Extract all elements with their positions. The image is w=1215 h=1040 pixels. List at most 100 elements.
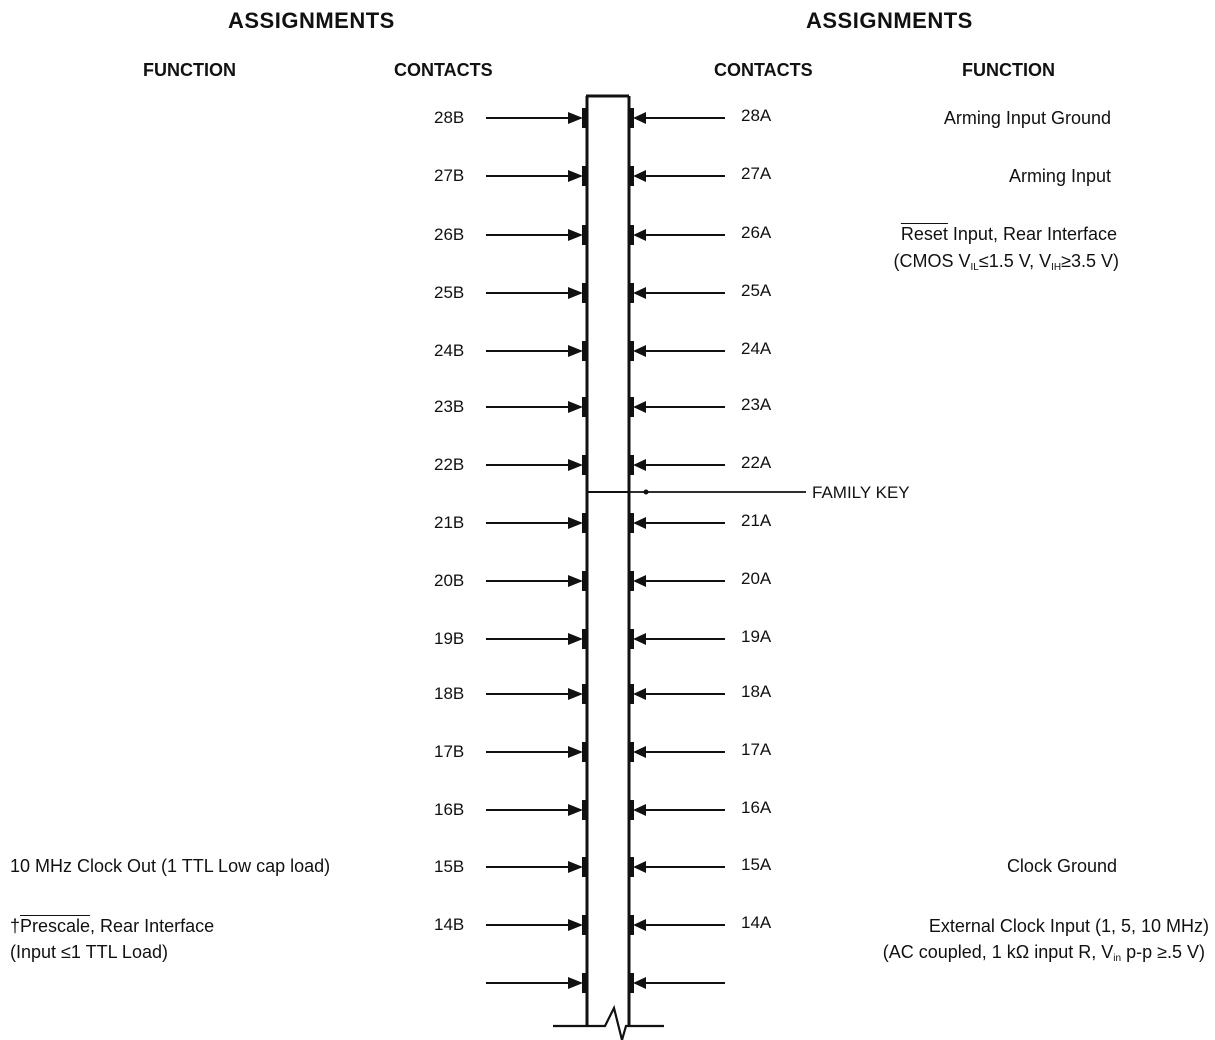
contact-label-20b: 20B bbox=[434, 571, 465, 590]
contact-pad-b-4 bbox=[582, 341, 586, 361]
contact-label-27a: 27A bbox=[741, 164, 772, 183]
arrow-a-4 bbox=[633, 345, 646, 357]
contact-label-19b: 19B bbox=[434, 629, 465, 648]
arrow-a-5 bbox=[633, 401, 646, 413]
contact-label-15b: 15B bbox=[434, 857, 465, 876]
arrow-a-12 bbox=[633, 804, 646, 816]
left-function-heading: FUNCTION bbox=[143, 60, 236, 80]
arrow-a-9 bbox=[633, 633, 646, 645]
card-break-line bbox=[553, 1004, 664, 1040]
contact-pad-a-9 bbox=[630, 629, 634, 649]
function-26a-line2: (CMOS VIL≤1.5 V, VIH≥3.5 V) bbox=[893, 250, 1119, 279]
arrow-b-2 bbox=[568, 229, 583, 241]
arrow-b-1 bbox=[568, 170, 583, 182]
arrow-b-3 bbox=[568, 287, 583, 299]
arrow-b-5 bbox=[568, 401, 583, 413]
arrow-a-13 bbox=[633, 861, 646, 873]
contact-pad-a-5 bbox=[630, 397, 634, 417]
contact-pad-a-12 bbox=[630, 800, 634, 820]
contact-label-16b: 16B bbox=[434, 800, 465, 819]
contact-pad-a-8 bbox=[630, 571, 634, 591]
contact-label-24a: 24A bbox=[741, 339, 772, 358]
contact-pad-b-11 bbox=[582, 742, 586, 762]
function-26a: Reset Input, Rear Interface bbox=[901, 223, 1117, 245]
left-assignments-heading: ASSIGNMENTS bbox=[228, 8, 395, 33]
function-28a: Arming Input Ground bbox=[943, 108, 1111, 128]
contact-label-21a: 21A bbox=[741, 511, 772, 530]
contact-label-18b: 18B bbox=[434, 684, 465, 703]
arrow-b-14 bbox=[568, 919, 583, 931]
arrow-a-0 bbox=[633, 112, 646, 124]
cmos-text: (CMOS V bbox=[893, 251, 971, 271]
contact-pad-b-5 bbox=[582, 397, 586, 417]
contact-pad-b-1 bbox=[582, 166, 586, 186]
contact-pad-b-7 bbox=[582, 513, 586, 533]
contact-label-24b: 24B bbox=[434, 341, 465, 360]
left-contacts-heading: CONTACTS bbox=[394, 60, 493, 80]
contact-pad-a-extra bbox=[630, 973, 634, 993]
contact-label-22b: 22B bbox=[434, 455, 465, 474]
contact-label-22a: 22A bbox=[741, 453, 772, 472]
contact-label-26a: 26A bbox=[741, 223, 772, 242]
function-14b-text: , Rear Interface bbox=[90, 916, 215, 936]
arrow-a-14 bbox=[633, 919, 646, 931]
contact-pad-a-4 bbox=[630, 341, 634, 361]
vin-subscript: in bbox=[1113, 953, 1122, 964]
contact-label-27b: 27B bbox=[434, 166, 465, 185]
cmos-end-text: ≥3.5 V) bbox=[1061, 251, 1119, 271]
contact-pad-b-14 bbox=[582, 915, 586, 935]
contact-pad-b-extra bbox=[582, 973, 586, 993]
ac-coupled-text: (AC coupled, 1 kΩ input R, V bbox=[882, 942, 1114, 962]
function-15a: Clock Ground bbox=[1006, 856, 1117, 876]
arrow-a-6 bbox=[633, 459, 646, 471]
contact-pad-a-3 bbox=[630, 283, 634, 303]
right-assignments-heading: ASSIGNMENTS bbox=[806, 8, 973, 33]
arrow-a-2 bbox=[633, 229, 646, 241]
contact-pad-a-11 bbox=[630, 742, 634, 762]
contact-pad-a-1 bbox=[630, 166, 634, 186]
contact-label-25a: 25A bbox=[741, 281, 772, 300]
arrow-a-7 bbox=[633, 517, 646, 529]
contact-label-19a: 19A bbox=[741, 627, 772, 646]
arrow-b-0 bbox=[568, 112, 583, 124]
function-26a-text: Input, Rear Interface bbox=[947, 224, 1117, 244]
arrow-a-1 bbox=[633, 170, 646, 182]
contact-label-23a: 23A bbox=[741, 395, 772, 414]
prescale-overbar-text: Prescale bbox=[20, 916, 91, 936]
arrow-b-extra bbox=[568, 977, 583, 989]
contact-pad-b-10 bbox=[582, 684, 586, 704]
contact-label-17b: 17B bbox=[434, 742, 465, 761]
contact-label-25b: 25B bbox=[434, 283, 465, 302]
contact-label-16a: 16A bbox=[741, 798, 772, 817]
cmos-mid-text: ≤1.5 V, V bbox=[978, 251, 1052, 271]
arrow-b-11 bbox=[568, 746, 583, 758]
arrow-a-11 bbox=[633, 746, 646, 758]
contact-pad-a-6 bbox=[630, 455, 634, 475]
vil-subscript: IL bbox=[970, 262, 979, 273]
ac-coupled-end-text: p-p ≥.5 V) bbox=[1121, 942, 1205, 962]
dagger-mark: † bbox=[10, 916, 21, 936]
contact-pad-b-8 bbox=[582, 571, 586, 591]
contact-pad-b-2 bbox=[582, 225, 586, 245]
contact-pad-a-13 bbox=[630, 857, 634, 877]
function-14a-line2: (AC coupled, 1 kΩ input R, Vin p-p ≥.5 V… bbox=[883, 941, 1205, 970]
family-key-label: FAMILY KEY bbox=[812, 483, 910, 502]
reset-overbar-text: Reset bbox=[900, 224, 948, 244]
contact-pad-b-3 bbox=[582, 283, 586, 303]
contact-label-28a: 28A bbox=[741, 106, 772, 125]
contact-pad-a-14 bbox=[630, 915, 634, 935]
function-15b: 10 MHz Clock Out (1 TTL Low cap load) bbox=[10, 856, 331, 876]
right-function-heading: FUNCTION bbox=[962, 60, 1055, 80]
contact-pad-a-10 bbox=[630, 684, 634, 704]
arrow-b-10 bbox=[568, 688, 583, 700]
contact-pad-b-13 bbox=[582, 857, 586, 877]
function-14b: †Prescale, Rear Interface bbox=[10, 915, 214, 937]
contact-label-14b: 14B bbox=[434, 915, 465, 934]
function-14a: External Clock Input (1, 5, 10 MHz) bbox=[928, 916, 1209, 936]
arrow-a-3 bbox=[633, 287, 646, 299]
arrow-b-12 bbox=[568, 804, 583, 816]
arrow-b-8 bbox=[568, 575, 583, 587]
contact-label-15a: 15A bbox=[741, 855, 772, 874]
contact-pad-b-12 bbox=[582, 800, 586, 820]
arrow-b-13 bbox=[568, 861, 583, 873]
